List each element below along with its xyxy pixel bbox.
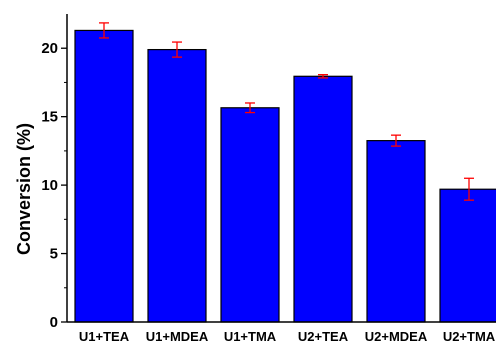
error-bars-group	[99, 22, 474, 201]
bars-group	[74, 29, 496, 323]
y-tick-label-5: 5	[50, 246, 58, 263]
x-tick-label-U2+TMA: U2+TMA	[443, 329, 496, 344]
bar-U2+MDEA	[366, 140, 426, 323]
bar-U1+TEA	[74, 29, 134, 323]
y-tick-label-20: 20	[41, 40, 58, 57]
y-axis-title: Conversion (%)	[14, 123, 34, 255]
x-labels-group: U1+TEA U1+MDEA U1+TMA U2+TEA U2+MDEA U2+TMA	[79, 329, 496, 344]
bar-U1+MDEA	[147, 48, 207, 323]
y-tick-label-15: 15	[41, 109, 58, 126]
y-tick-label-10: 10	[41, 177, 58, 194]
bar-U1+TMA	[220, 107, 280, 323]
x-tick-label-U1+TEA: U1+TEA	[79, 329, 130, 344]
y-tick-label-0: 0	[50, 314, 58, 331]
x-tick-label-U1+TMA: U1+TMA	[224, 329, 277, 344]
bar-U2+TEA	[293, 75, 353, 323]
x-tick-label-U1+MDEA: U1+MDEA	[146, 329, 209, 344]
bar-U2+TMA	[439, 188, 496, 323]
x-tick-label-U2+MDEA: U2+MDEA	[365, 329, 428, 344]
y-ticks-group: 0 5 10 15 20	[41, 40, 67, 331]
x-tick-label-U2+TEA: U2+TEA	[298, 329, 349, 344]
